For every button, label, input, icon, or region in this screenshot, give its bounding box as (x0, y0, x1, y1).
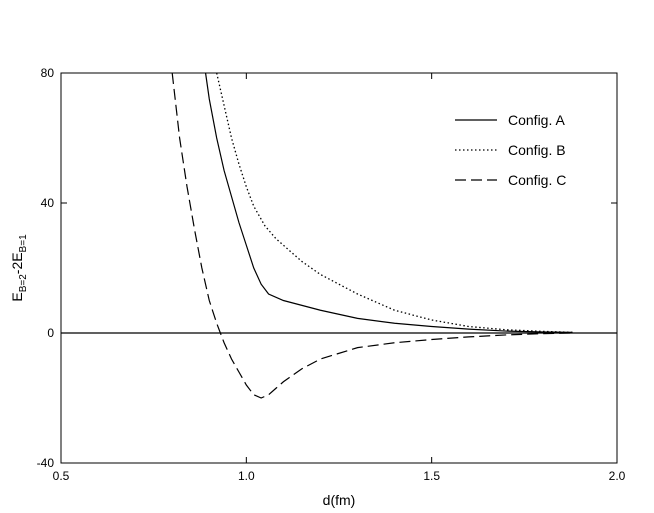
y-axis-label-mid: -2E (9, 252, 25, 274)
legend-label-config-b: Config. B (508, 142, 566, 158)
series-layer (171, 72, 573, 399)
y-axis-label-sub1: B=2 (18, 274, 29, 293)
x-tick-label: 0.5 (53, 469, 70, 483)
y-tick-label: 40 (41, 196, 55, 210)
y-tick-label: 0 (47, 326, 54, 340)
series-line-config-a (204, 72, 573, 333)
x-tick-label: 1.5 (423, 469, 440, 483)
plot-frame (60, 72, 618, 464)
x-axis: 0.5 1.0 1.5 2.0 (53, 73, 626, 483)
y-axis-label: EB=2-2EB=1 (9, 234, 29, 302)
legend-label-config-a: Config. A (508, 112, 565, 128)
x-tick-label: 1.0 (238, 469, 255, 483)
legend: Config. A Config. B Config. C (455, 112, 566, 188)
y-axis-label-sub2: B=1 (18, 234, 29, 253)
series-line-config-b (216, 72, 573, 333)
y-tick-label: 80 (41, 66, 55, 80)
y-axis-label-main: E (9, 292, 25, 301)
y-tick-label: -40 (37, 456, 55, 470)
legend-label-config-c: Config. C (508, 172, 566, 188)
x-axis-label: d(fm) (323, 492, 356, 508)
series-line-config-c (171, 72, 573, 399)
x-tick-label: 2.0 (609, 469, 626, 483)
